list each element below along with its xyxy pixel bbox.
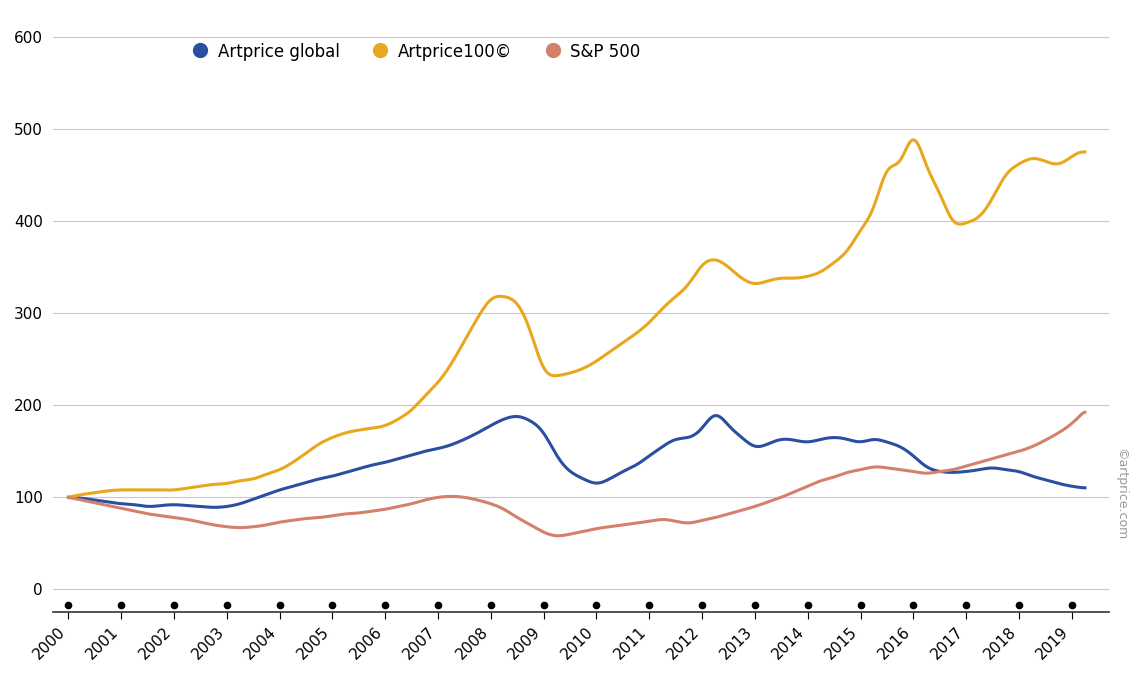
Artprice global <box>325 473 339 481</box>
Line: Artprice100©: Artprice100© <box>68 140 1085 497</box>
Artprice global <box>662 438 676 446</box>
Artprice global <box>207 504 221 512</box>
S&P 500 <box>1078 408 1092 416</box>
S&P 500 <box>242 523 255 531</box>
Artprice100© <box>242 476 255 484</box>
Text: ©artprice.com: ©artprice.com <box>1114 448 1127 541</box>
S&P 500 <box>552 532 565 540</box>
Legend: Artprice global, Artprice100©, S&P 500: Artprice global, Artprice100©, S&P 500 <box>188 34 649 69</box>
Artprice global <box>243 496 256 504</box>
S&P 500 <box>829 473 842 481</box>
Artprice100© <box>323 435 336 443</box>
Artprice global <box>830 433 844 441</box>
S&P 500 <box>742 504 756 512</box>
Artprice100© <box>1078 148 1092 156</box>
Artprice100© <box>906 136 920 144</box>
S&P 500 <box>323 512 336 521</box>
Artprice100© <box>661 299 675 308</box>
Artprice global <box>710 412 724 420</box>
Artprice global <box>743 440 757 448</box>
S&P 500 <box>62 493 75 502</box>
Artprice100© <box>62 493 75 501</box>
Artprice100© <box>826 259 840 267</box>
S&P 500 <box>521 520 535 528</box>
Artprice global <box>523 416 537 425</box>
Artprice100© <box>521 322 535 330</box>
S&P 500 <box>662 516 676 524</box>
Line: S&P 500: S&P 500 <box>68 412 1085 536</box>
Artprice global <box>1078 484 1092 492</box>
Line: Artprice global: Artprice global <box>68 416 1085 508</box>
Artprice global <box>62 493 75 502</box>
Artprice100© <box>740 277 754 285</box>
